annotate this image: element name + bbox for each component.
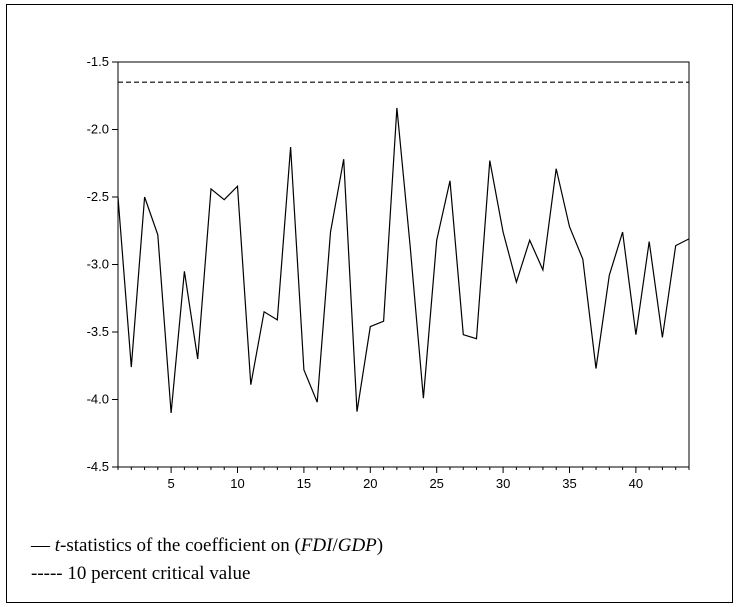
chart-frame: -1.5 -2.0 -2.5 -3.0 -3.5 -4.0 -4.5 5 10 15 20 25 30 3… (6, 4, 733, 603)
legend: — t-statistics of the coefficient on (FD… (31, 532, 383, 588)
legend-close-paren: ) (376, 535, 384, 556)
x-tick-label: 10 (230, 476, 244, 491)
legend-solid-marker: — (31, 535, 50, 556)
y-tick-label: -4.5 (87, 459, 109, 474)
x-tick-label: 30 (496, 476, 510, 491)
legend-fdi: FDI (300, 535, 333, 556)
x-tick-label: 25 (429, 476, 443, 491)
legend-gdp: GDP (337, 535, 377, 556)
x-tick-label: 20 (363, 476, 377, 491)
y-tick-label: -4.0 (87, 392, 109, 407)
plot-area: -1.5 -2.0 -2.5 -3.0 -3.5 -4.0 -4.5 5 10 15 20 25 30 3… (87, 54, 690, 491)
legend-slash: / (332, 535, 338, 556)
y-tick-label: -2.0 (87, 122, 109, 137)
x-tick-label: 5 (167, 476, 174, 491)
y-tick-label: -1.5 (87, 54, 109, 69)
series-line-t-statistics (117, 107, 690, 414)
plot-border (117, 61, 690, 468)
legend-entry-t-statistics: — t-statistics of the coefficient on (FD… (31, 532, 383, 560)
y-tick-label: -3.5 (87, 324, 109, 339)
legend-entry-critical-value: ----- 10 percent critical value (31, 560, 383, 588)
x-tick-label: 35 (562, 476, 576, 491)
y-tick-label: -2.5 (87, 189, 109, 204)
legend-dashed-marker: ----- (31, 563, 63, 584)
y-tick-label: -3.0 (87, 257, 109, 272)
legend-text-statistics: -statistics of the coefficient on ( (60, 535, 301, 556)
x-tick-label: 40 (629, 476, 643, 491)
x-tick-label: 15 (297, 476, 311, 491)
legend-text-critical-value: 10 percent critical value (67, 563, 251, 584)
line-chart: -1.5 -2.0 -2.5 -3.0 -3.5 -4.0 -4.5 5 10 15 20 25 30 3… (87, 54, 690, 491)
legend-t-letter: t (54, 535, 61, 556)
